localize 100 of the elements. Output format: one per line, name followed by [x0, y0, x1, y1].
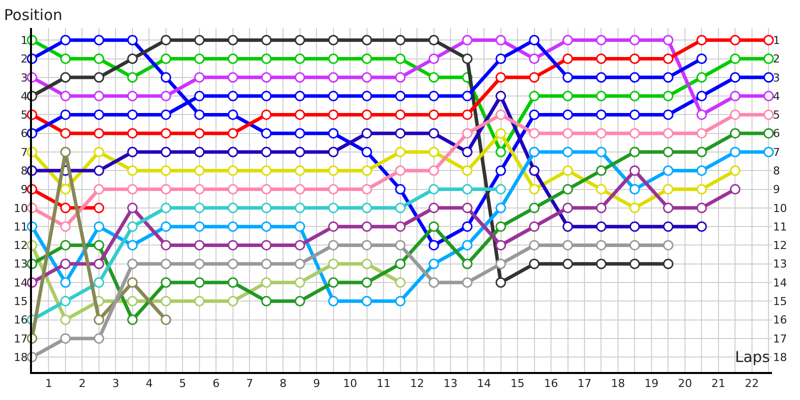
point: [160, 240, 172, 250]
point: [730, 128, 740, 139]
y-tick-label: 1: [20, 34, 28, 47]
point: [294, 72, 306, 83]
x-tick-label: 8: [280, 377, 287, 390]
point: [462, 184, 473, 195]
point: [160, 34, 172, 46]
x-tick-label: 2: [78, 377, 86, 390]
point: [529, 72, 540, 83]
point: [228, 146, 238, 158]
point: [294, 258, 306, 270]
point: [428, 221, 440, 232]
point: [496, 34, 506, 46]
point: [428, 72, 440, 83]
point: [496, 90, 506, 102]
point: [160, 221, 172, 232]
point: [228, 202, 238, 214]
point: [127, 128, 138, 139]
point: [261, 146, 272, 158]
point: [629, 202, 640, 214]
point: [294, 90, 306, 102]
point: [362, 240, 372, 250]
point: [629, 72, 640, 83]
point: [562, 146, 573, 158]
point: [362, 221, 372, 232]
point: [160, 128, 172, 139]
point: [94, 146, 104, 158]
point: [194, 146, 205, 158]
point: [194, 258, 205, 270]
point: [395, 277, 406, 288]
x-tick-label: 17: [577, 377, 592, 390]
point: [562, 165, 573, 176]
point: [194, 277, 205, 288]
point: [228, 109, 238, 120]
point: [529, 184, 540, 195]
point: [127, 202, 138, 214]
point: [127, 184, 138, 195]
x-tick-label: 1: [45, 377, 52, 390]
y-tick-label: 11: [14, 220, 28, 234]
point: [496, 202, 506, 214]
point: [228, 72, 238, 83]
point: [94, 221, 104, 232]
point: [562, 221, 573, 232]
point: [294, 202, 306, 214]
point: [662, 90, 674, 102]
x-tick-label: 7: [246, 377, 254, 390]
y2-tick-label: 11: [773, 220, 787, 234]
point: [529, 221, 540, 232]
point: [496, 184, 506, 195]
y2-tick-label: 3: [773, 71, 780, 84]
y2-tick-label: 4: [773, 90, 780, 103]
point: [596, 240, 606, 250]
y2-tick-label: 16: [773, 314, 787, 327]
point: [428, 184, 440, 195]
point: [194, 221, 205, 232]
point: [160, 296, 172, 306]
point: [228, 34, 238, 46]
point: [462, 165, 473, 176]
point: [562, 184, 573, 195]
point: [362, 296, 372, 306]
point: [462, 221, 473, 232]
y2-tick-label: 2: [773, 52, 780, 66]
point: [496, 54, 506, 64]
point: [362, 258, 372, 270]
point: [562, 240, 573, 250]
point: [362, 109, 372, 120]
point: [94, 258, 104, 270]
point: [328, 165, 339, 176]
point: [60, 90, 71, 102]
point: [730, 90, 740, 102]
point: [629, 258, 640, 270]
point: [328, 277, 339, 288]
point: [730, 54, 740, 64]
point: [730, 72, 740, 83]
point: [730, 184, 740, 195]
y-tick-label: 16: [14, 314, 28, 327]
point: [261, 202, 272, 214]
y-tick-label: 9: [20, 183, 28, 196]
point: [194, 90, 205, 102]
point: [328, 34, 339, 46]
point: [94, 314, 104, 326]
point: [228, 184, 238, 195]
point: [228, 90, 238, 102]
point: [629, 240, 640, 250]
point: [194, 184, 205, 195]
y2-tick-label: 1: [773, 34, 780, 47]
point: [529, 90, 540, 102]
point: [94, 240, 104, 250]
point: [596, 90, 606, 102]
point: [194, 109, 205, 120]
point: [662, 221, 674, 232]
y2-tick-label: 18: [773, 350, 787, 364]
point: [662, 240, 674, 250]
point: [696, 184, 707, 195]
point: [462, 90, 473, 102]
point: [160, 258, 172, 270]
y-tick-label: 18: [14, 350, 28, 364]
point: [662, 72, 674, 83]
point: [94, 34, 104, 46]
point: [228, 258, 238, 270]
